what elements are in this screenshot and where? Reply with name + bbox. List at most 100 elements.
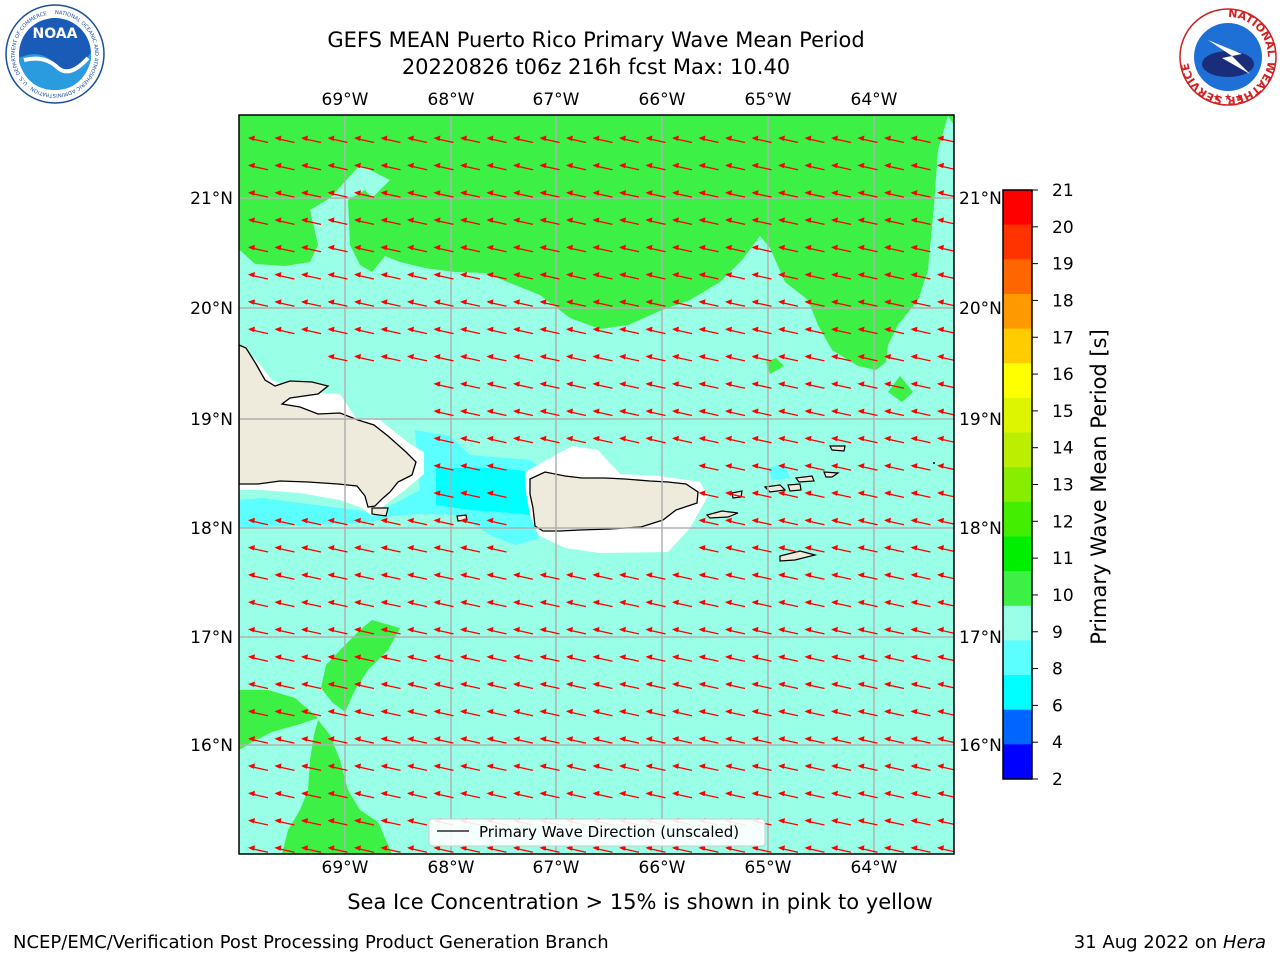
- wave-arrow: [433, 326, 454, 335]
- colorbar-segment: [1003, 259, 1032, 295]
- wave-arrow: [274, 845, 295, 853]
- wave-arrow: [513, 326, 534, 335]
- wave-arrow: [274, 681, 295, 690]
- wave-arrow: [274, 708, 295, 717]
- wave-arrow: [778, 517, 799, 526]
- wave-arrow: [910, 545, 931, 553]
- wave-arrow: [857, 681, 878, 690]
- wave-arrow: [645, 326, 666, 335]
- wave-arrow: [513, 435, 534, 444]
- wave-arrow: [433, 463, 454, 471]
- wave-arrow: [937, 135, 954, 143]
- wave-arrow: [566, 162, 587, 171]
- wave-arrow: [857, 190, 878, 198]
- wave-arrow: [725, 353, 746, 362]
- wave-arrow: [433, 217, 454, 226]
- wave-arrow: [910, 572, 931, 580]
- wave-arrow: [725, 845, 746, 853]
- colorbar-segment: [1003, 536, 1032, 572]
- wave-arrow: [857, 408, 878, 417]
- wave-arrow: [884, 626, 905, 635]
- wave-arrow: [857, 790, 878, 799]
- wave-arrow: [619, 736, 640, 744]
- vieques-island: [705, 510, 739, 519]
- wave-arrow: [248, 326, 269, 335]
- wave-arrow: [486, 463, 507, 471]
- wave-arrow: [354, 654, 375, 662]
- wave-arrow: [380, 708, 401, 717]
- wave-arrow: [884, 708, 905, 717]
- chart-title: GEFS MEAN Puerto Rico Primary Wave Mean …: [327, 28, 865, 52]
- wave-arrow: [804, 845, 825, 853]
- wave-arrow: [725, 244, 746, 253]
- wave-arrow: [619, 381, 640, 389]
- wave-arrow: [725, 217, 746, 226]
- wave-arrow: [937, 244, 954, 252]
- wave-arrow: [672, 244, 693, 253]
- wave-arrow: [301, 681, 322, 690]
- wave-arrow: [539, 190, 560, 198]
- wave-arrow: [778, 381, 799, 389]
- wave-arrow: [804, 190, 825, 198]
- wave-arrow: [857, 135, 878, 144]
- wave-arrow: [513, 845, 534, 853]
- wave-arrow: [672, 353, 693, 362]
- wave-arrow: [698, 517, 719, 526]
- noaa-logo: NOAA NATIONAL OCEANIC AND ATMOSPHERIC AD…: [5, 4, 105, 104]
- footer-machine: Hera: [1222, 932, 1266, 953]
- wave-arrow: [248, 790, 269, 799]
- wave-arrow: [592, 244, 613, 253]
- wave-arrow: [778, 572, 799, 580]
- wave-arrow: [592, 190, 613, 198]
- wave-arrow: [380, 572, 401, 580]
- wave-arrow: [486, 353, 507, 362]
- colorbar-segment: [1003, 640, 1032, 676]
- wave-arrow: [407, 545, 428, 553]
- colorbar-segment: [1003, 397, 1032, 434]
- wave-arrow: [751, 845, 772, 853]
- wave-arrow: [937, 545, 954, 552]
- wave-arrow: [248, 654, 269, 662]
- lon-label-bottom: 66°W: [639, 858, 686, 878]
- wave-arrow: [592, 299, 613, 307]
- wave-arrow: [460, 763, 481, 772]
- wave-arrow: [433, 272, 454, 280]
- wave-arrow: [592, 572, 613, 580]
- wave-arrow: [884, 545, 905, 553]
- wave-arrow: [831, 545, 852, 553]
- wave-arrow: [248, 272, 269, 280]
- wave-arrow: [327, 299, 348, 307]
- wave-arrow: [539, 435, 560, 444]
- wave-arrow: [354, 299, 375, 307]
- wave-arrow: [804, 818, 825, 826]
- wave-arrow: [937, 435, 954, 443]
- wave-arrow: [725, 135, 746, 144]
- wave-arrow: [460, 490, 481, 499]
- wave-arrow: [407, 326, 428, 335]
- wave-arrow: [486, 845, 507, 853]
- wave-arrow: [937, 763, 954, 771]
- wave-arrow: [672, 326, 693, 335]
- period-band-10-11-south: [282, 720, 392, 854]
- period-band-10-11-west: [239, 690, 318, 750]
- colorbar-segment: [1003, 605, 1032, 641]
- colorbar-tick-label: 20: [1052, 218, 1074, 238]
- wave-arrow: [354, 572, 375, 580]
- wave-arrow: [645, 135, 666, 144]
- wave-arrow: [539, 381, 560, 389]
- wave-arrow: [433, 190, 454, 198]
- wave-arrow: [672, 654, 693, 662]
- footer-date-text: 31 Aug 2022 on: [1073, 932, 1223, 953]
- wave-arrow: [698, 545, 719, 553]
- colorbar-segment: [1003, 432, 1032, 468]
- wave-arrow: [778, 326, 799, 335]
- wave-arrow: [486, 217, 507, 226]
- wave-arrow: [274, 763, 295, 772]
- colorbar-segment: [1003, 744, 1032, 780]
- wave-arrow: [486, 572, 507, 580]
- wave-arrow: [645, 736, 666, 744]
- wave-arrow: [619, 763, 640, 772]
- wave-arrow: [645, 572, 666, 580]
- wave-arrow: [778, 408, 799, 417]
- wave-arrow: [619, 135, 640, 144]
